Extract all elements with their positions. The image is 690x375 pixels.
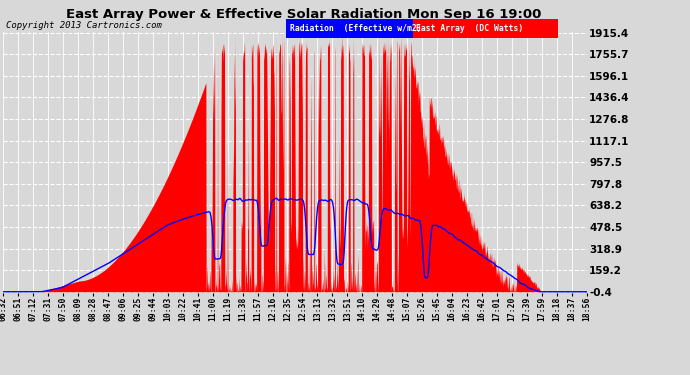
Text: East Array  (DC Watts): East Array (DC Watts) [416, 24, 523, 33]
Text: East Array Power & Effective Solar Radiation Mon Sep 16 19:00: East Array Power & Effective Solar Radia… [66, 8, 541, 21]
Text: Copyright 2013 Cartronics.com: Copyright 2013 Cartronics.com [6, 21, 161, 30]
Text: Radiation  (Effective w/m2): Radiation (Effective w/m2) [290, 24, 422, 33]
